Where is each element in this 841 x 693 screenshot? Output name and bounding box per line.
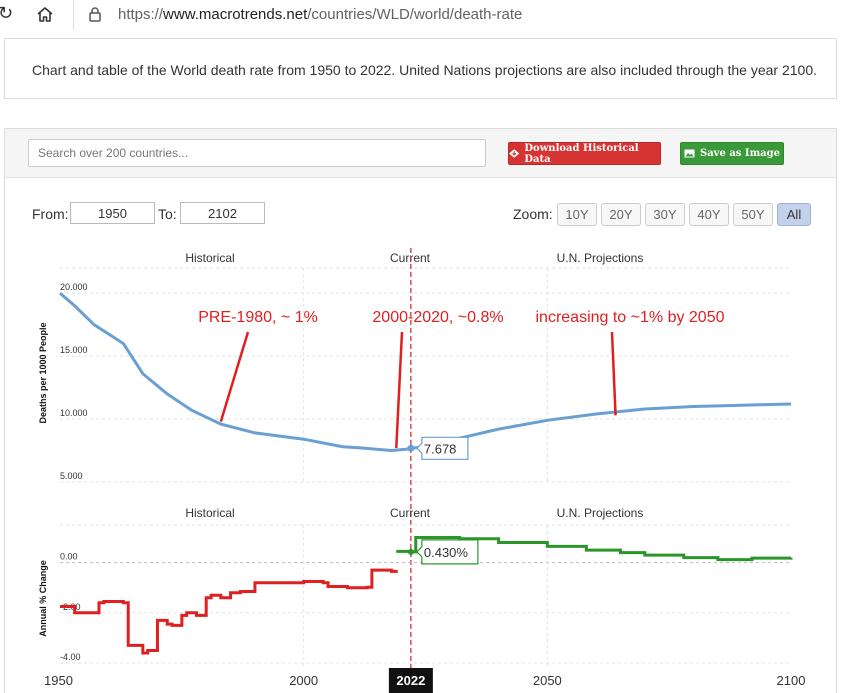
- from-label: From:: [32, 206, 69, 222]
- toolbar-divider: [73, 0, 74, 30]
- x-tick-label: 2000: [289, 673, 318, 688]
- image-icon: [684, 149, 695, 158]
- tooltip-value: 0.430%: [424, 545, 469, 560]
- tooltip-value: 7.678: [424, 441, 457, 456]
- zoom-30y-button[interactable]: 30Y: [645, 203, 685, 226]
- download-button-label: Download Historical Data: [524, 142, 639, 165]
- zoom-50y-button[interactable]: 50Y: [733, 203, 773, 226]
- annotation-text: increasing to ~1% by 2050: [535, 309, 724, 326]
- section-label: Historical: [185, 251, 234, 265]
- x-tick-label: 1950: [44, 673, 73, 688]
- url-prefix: https://: [118, 6, 164, 23]
- tooltip-box: [416, 539, 479, 565]
- download-historical-data-button[interactable]: Download Historical Data: [508, 142, 661, 165]
- zoom-40y-button[interactable]: 40Y: [689, 203, 729, 226]
- current-year-label: 2022: [396, 673, 425, 688]
- chart-toolbar: Download Historical Data Save as Image: [5, 129, 836, 178]
- home-icon[interactable]: [35, 5, 55, 25]
- browser-address-bar: ↻ https://www.macrotrends.net/countries/…: [0, 0, 841, 30]
- url-path: /countries/WLD/world/death-rate: [307, 6, 523, 23]
- x-axis: 1950 2000 2050 2100 2022: [44, 668, 805, 693]
- current-point: [407, 444, 415, 452]
- url-field[interactable]: https://www.macrotrends.net/countries/WL…: [118, 6, 522, 23]
- current-point: [406, 547, 415, 556]
- y-tick-label: 20.000: [60, 282, 88, 292]
- y-axis-label: Annual % Change: [38, 560, 48, 637]
- y-tick-label: 10.000: [60, 408, 88, 418]
- chart-panel: Download Historical Data Save as Image F…: [4, 128, 837, 693]
- annotation-text: 2000-2020, ~0.8%: [372, 309, 503, 326]
- zoom-all-button[interactable]: All: [777, 203, 811, 226]
- section-label: Current: [390, 506, 431, 520]
- description-text: Chart and table of the World death rate …: [32, 62, 818, 78]
- y-tick-label: -4.00: [60, 652, 81, 662]
- annotation-text: PRE-1980, ~ 1%: [198, 309, 318, 326]
- lock-icon[interactable]: [88, 6, 102, 22]
- section-label: U.N. Projections: [557, 506, 644, 520]
- y-axis-label: Deaths per 1000 People: [38, 322, 48, 423]
- zoom-20y-button[interactable]: 20Y: [601, 203, 641, 226]
- annotation-arrow: [610, 331, 617, 416]
- to-label: To:: [158, 206, 177, 222]
- country-search-input[interactable]: [28, 139, 486, 167]
- section-label: U.N. Projections: [557, 251, 644, 265]
- y-tick-label: 0.00: [60, 552, 78, 562]
- section-label: Historical: [185, 506, 234, 520]
- reload-icon[interactable]: ↻: [0, 3, 14, 24]
- y-tick-label: 5.000: [60, 471, 83, 481]
- description-box: Chart and table of the World death rate …: [4, 38, 837, 99]
- x-tick-label: 2100: [777, 673, 806, 688]
- zoom-10y-button[interactable]: 10Y: [557, 203, 597, 226]
- decline-series-line: [60, 568, 398, 655]
- from-year-input[interactable]: [70, 202, 155, 224]
- download-icon: [509, 149, 520, 158]
- death-rate-line: [59, 292, 792, 453]
- url-host: www.macrotrends.net: [163, 6, 308, 23]
- death-rate-plot: 20.000 15.000 10.000 5.000 Deaths per 1000 P…: [38, 248, 792, 693]
- zoom-label: Zoom:: [513, 206, 553, 222]
- tooltip-box: [416, 436, 469, 460]
- save-as-image-button[interactable]: Save as Image: [680, 142, 784, 165]
- x-tick-label: 2050: [533, 673, 562, 688]
- save-button-label: Save as Image: [699, 148, 781, 159]
- annotation-arrow: [219, 331, 250, 422]
- current-year-badge: [388, 668, 433, 693]
- annotation-arrow: [395, 331, 404, 449]
- to-year-input[interactable]: [180, 202, 265, 224]
- y-tick-label: 15.000: [60, 345, 88, 355]
